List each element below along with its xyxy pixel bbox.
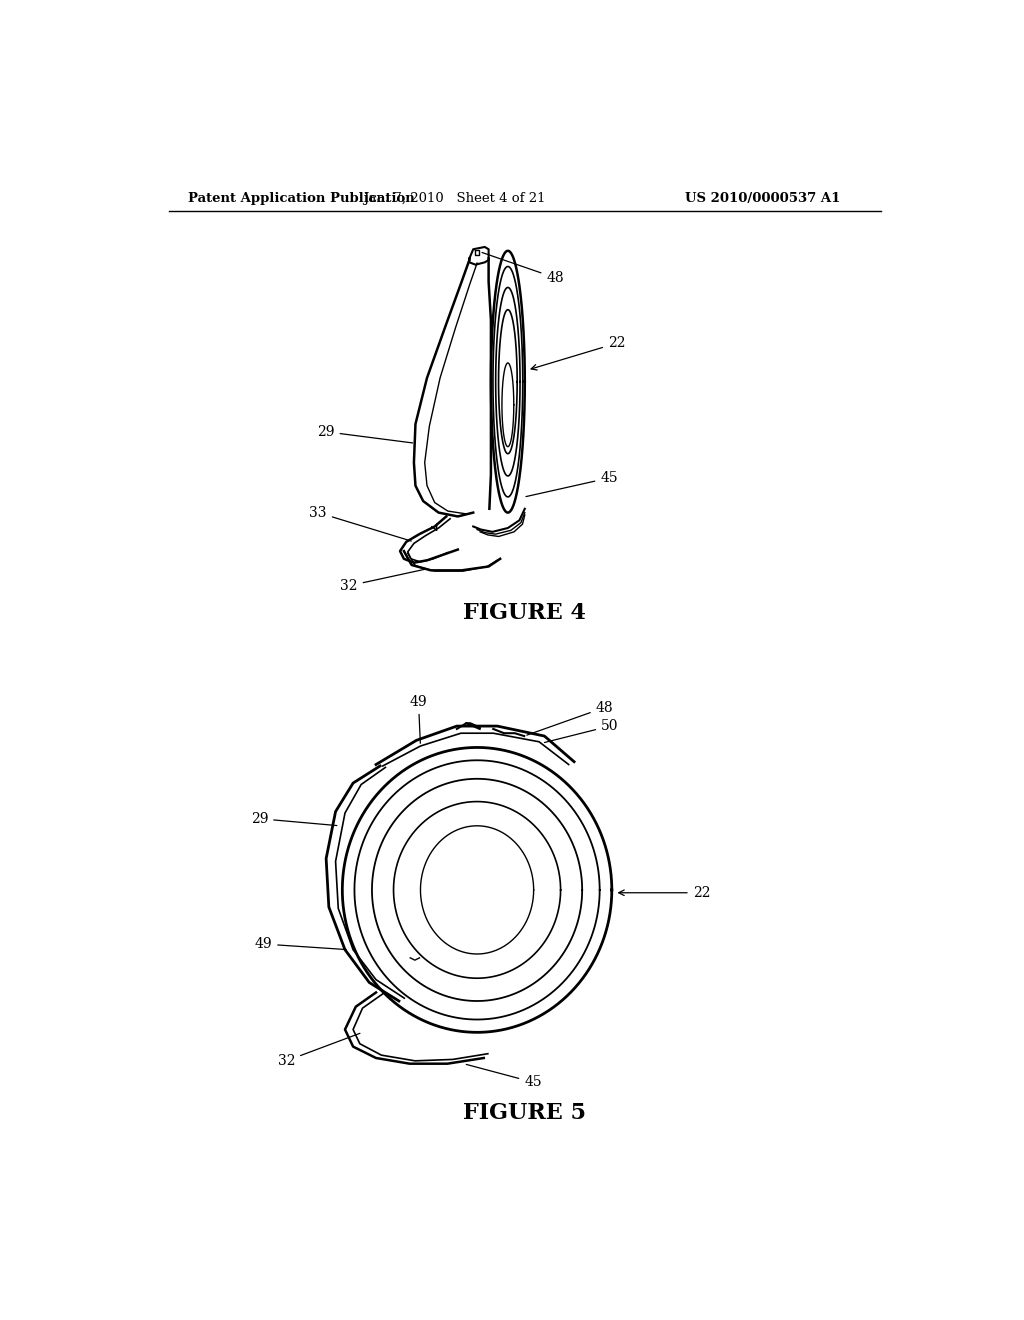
Text: Jan. 7, 2010   Sheet 4 of 21: Jan. 7, 2010 Sheet 4 of 21 xyxy=(362,191,545,205)
Text: FIGURE 4: FIGURE 4 xyxy=(464,602,586,624)
Text: 48: 48 xyxy=(526,701,613,735)
Text: 29: 29 xyxy=(251,812,337,826)
Text: 32: 32 xyxy=(340,569,424,593)
Text: 32: 32 xyxy=(278,1034,359,1068)
Text: Patent Application Publication: Patent Application Publication xyxy=(188,191,415,205)
Polygon shape xyxy=(469,247,488,264)
Text: 22: 22 xyxy=(618,886,711,900)
Text: 48: 48 xyxy=(482,252,564,285)
Text: 45: 45 xyxy=(526,471,617,496)
Text: 49: 49 xyxy=(255,937,346,950)
Text: 22: 22 xyxy=(531,337,626,370)
Text: 50: 50 xyxy=(545,719,618,742)
Polygon shape xyxy=(475,249,479,256)
Text: 33: 33 xyxy=(309,506,412,541)
Text: FIGURE 5: FIGURE 5 xyxy=(463,1102,587,1125)
Text: US 2010/0000537 A1: US 2010/0000537 A1 xyxy=(685,191,841,205)
Text: 49: 49 xyxy=(410,694,427,743)
Text: 29: 29 xyxy=(317,425,413,444)
Text: 45: 45 xyxy=(466,1064,542,1089)
